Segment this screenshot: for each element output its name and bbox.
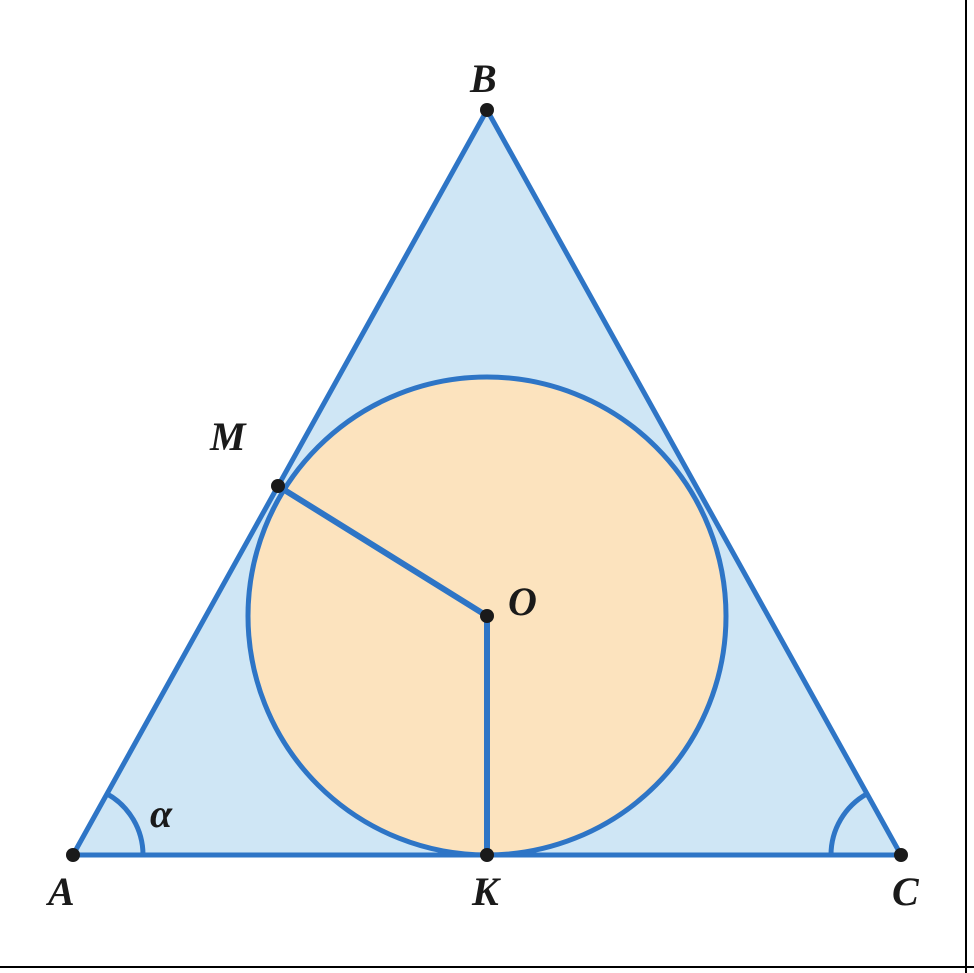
label-k: K: [471, 869, 501, 914]
label-a: A: [45, 869, 75, 914]
label-alpha: α: [150, 791, 173, 836]
point-b: [480, 103, 494, 117]
point-c: [894, 848, 908, 862]
point-m: [271, 479, 285, 493]
label-c: C: [892, 869, 920, 914]
label-b: B: [469, 56, 497, 101]
point-a: [66, 848, 80, 862]
geometry-diagram: A B C O K Mα: [0, 0, 974, 973]
point-k: [480, 848, 494, 862]
label-o: O: [508, 579, 537, 624]
point-o: [480, 609, 494, 623]
label-m: M: [209, 414, 247, 459]
